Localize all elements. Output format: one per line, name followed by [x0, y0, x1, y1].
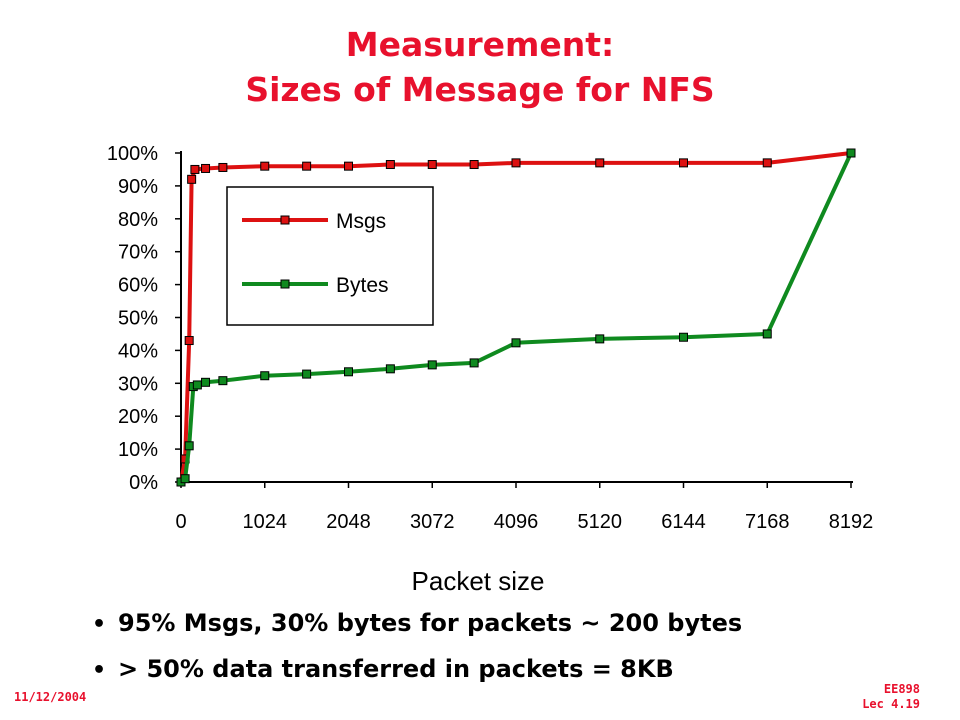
bytes-data-point: [469, 358, 479, 368]
bytes-data-point: [344, 367, 353, 377]
y-tick-label: 40%: [118, 340, 158, 362]
y-tick-label: 10%: [118, 439, 158, 461]
y-tick-label: 100%: [107, 143, 158, 165]
y-tick-label: 80%: [118, 209, 158, 231]
bytes-data-point: [218, 376, 228, 386]
bytes-data-point: [302, 369, 312, 379]
y-tick-label: 20%: [118, 406, 158, 428]
bytes-data-point: [427, 360, 437, 370]
msgs-data-point: [595, 158, 605, 168]
x-tick-label: 1024: [243, 511, 288, 533]
bullet-item: • > 50% data transferred in packets = 8KB: [92, 646, 742, 692]
x-axis-label: Packet size: [412, 566, 545, 596]
y-tick-label: 70%: [118, 242, 158, 264]
chart-legend: Msgs Bytes: [226, 186, 434, 326]
msgs-data-point: [190, 164, 200, 174]
footer-course-name: EE898: [883, 682, 920, 696]
footer-course: EE898 Lec 4.19: [862, 682, 920, 712]
bytes-legend-label: Bytes: [336, 274, 389, 297]
bytes-data-point: [385, 364, 395, 374]
bullet-dot: •: [92, 612, 107, 637]
bytes-data-point: [511, 338, 521, 348]
y-tick-label: 30%: [118, 373, 158, 395]
bytes-series-line: [179, 152, 853, 484]
bytes-data-point: [846, 148, 856, 158]
bullet-text: 95% Msgs, 30% bytes for packets ~ 200 by…: [118, 609, 743, 637]
x-tick-label: 0: [175, 511, 186, 533]
msgs-data-point: [762, 158, 772, 168]
x-tick-label: 2048: [326, 511, 371, 533]
bytes-data-point: [595, 334, 605, 344]
bullet-dot: •: [92, 658, 107, 683]
slide-title-line2: Sizes of Message for NFS: [245, 70, 715, 109]
legend-box: [226, 186, 434, 326]
msgs-data-point: [302, 161, 312, 171]
bullet-item: • 95% Msgs, 30% bytes for packets ~ 200 b…: [92, 600, 742, 646]
x-tick-label: 8192: [829, 511, 874, 533]
bytes-data-point: [184, 441, 194, 451]
msgs-data-point: [187, 174, 197, 184]
bytes-data-point: [192, 380, 202, 390]
msgs-data-point: [201, 163, 211, 173]
slide-title-line1: Measurement:: [345, 25, 615, 64]
bytes-legend-marker: [280, 279, 290, 289]
msgs-data-point: [469, 160, 479, 170]
bytes-data-point: [201, 377, 211, 387]
bytes-data-point: [260, 371, 270, 381]
x-tick-label: 4096: [494, 511, 539, 533]
msgs-data-point: [385, 160, 395, 170]
y-tick-label: 0%: [129, 472, 158, 494]
footer-lecture-number: Lec 4.19: [862, 697, 920, 711]
footer-date: 11/12/2004: [14, 690, 87, 704]
msgs-series-line: [179, 151, 852, 483]
msgs-legend-marker: [280, 215, 290, 225]
bullet-list: • 95% Msgs, 30% bytes for packets ~ 200 b…: [92, 600, 742, 692]
x-tick-label: 7168: [745, 511, 790, 533]
msgs-data-point: [511, 158, 521, 168]
y-tick-label: 50%: [118, 308, 158, 330]
bytes-data-point: [180, 474, 190, 484]
msgs-data-point: [184, 336, 194, 346]
x-tick-label: 3072: [410, 511, 455, 533]
chart-axes: [180, 151, 853, 483]
x-axis-ticks: 0 1024 2048 3072 4096 5120 6144 7168 8192: [175, 482, 873, 533]
msgs-data-point: [344, 161, 353, 171]
chart-series: [176, 148, 856, 487]
y-tick-label: 60%: [118, 275, 158, 297]
slide-title: Measurement: Sizes of Message for NFS: [0, 22, 960, 112]
msgs-data-point: [679, 158, 688, 168]
x-tick-label: 5120: [578, 511, 623, 533]
bytes-data-point: [762, 329, 772, 339]
msgs-legend-label: Msgs: [336, 210, 386, 233]
msgs-data-point: [218, 162, 228, 172]
bullet-text: > 50% data transferred in packets = 8KB: [118, 655, 674, 683]
y-axis-ticks: 0% 10% 20% 30% 40% 50% 60% 70% 80% 90% 100%: [107, 143, 181, 494]
y-tick-label: 90%: [118, 176, 158, 198]
x-tick-label: 6144: [661, 511, 706, 533]
msgs-data-point: [260, 161, 270, 171]
bytes-data-point: [679, 332, 688, 342]
msgs-data-point: [427, 160, 437, 170]
nfs-message-size-chart: 0% 10% 20% 30% 40% 50% 60% 70% 80% 90% 100% 0 1024 2…: [107, 143, 873, 596]
